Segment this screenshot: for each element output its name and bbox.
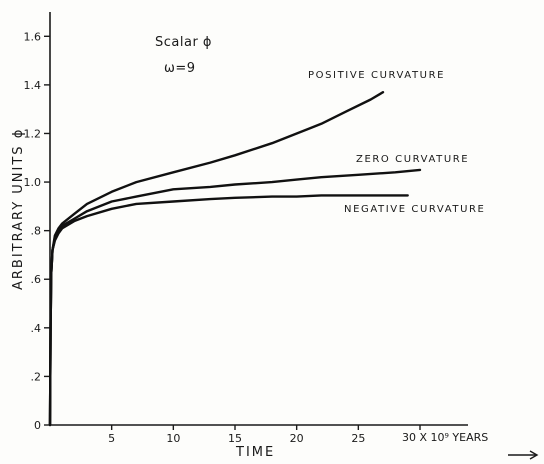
curves: POSITIVE CURVATURE ZERO CURVATURE NEGATIVE…: [48, 70, 485, 427]
y-tick-label: 1.6: [24, 30, 42, 43]
y-tick-label: 0: [34, 419, 41, 432]
x-tick-label: 5: [108, 432, 115, 445]
x-tick-label: 10: [166, 432, 180, 445]
series-line: [48, 91, 385, 427]
y-tick-label: .4: [31, 322, 42, 335]
x-axis-title: TIME: [235, 445, 275, 460]
x-unit-label: 30 X 10⁹ YEARS: [402, 431, 488, 444]
series-label: NEGATIVE CURVATURE: [344, 204, 485, 215]
arrow-icon: [508, 450, 539, 460]
tick-group: 0 .2 .4 .6 .8 1.0 1.2 1.4 1.6 5 10 15 20 25: [24, 30, 421, 445]
y-tick-label: .8: [31, 225, 42, 238]
x-tick-label: 20: [290, 432, 304, 445]
y-tick-label: 1.0: [24, 176, 42, 189]
y-tick-label: 1.2: [24, 127, 42, 140]
y-tick-label: .2: [31, 370, 42, 383]
y-tick-label: .6: [31, 273, 42, 286]
y-tick-label: 1.4: [24, 79, 42, 92]
x-tick-label: 25: [351, 432, 365, 445]
series-label: POSITIVE CURVATURE: [308, 70, 445, 81]
chart-subtitle: ω=9: [164, 61, 196, 76]
chart-title: Scalar ϕ: [155, 35, 212, 50]
x-tick-label: 15: [228, 432, 242, 445]
series-label: ZERO CURVATURE: [356, 154, 469, 165]
labels: Scalar ϕ ω=9 TIME ARBITRARY UNITS ϕ 30 X…: [11, 35, 488, 460]
y-axis-title: ARBITRARY UNITS ϕ: [11, 128, 26, 290]
series-line: [48, 194, 409, 427]
